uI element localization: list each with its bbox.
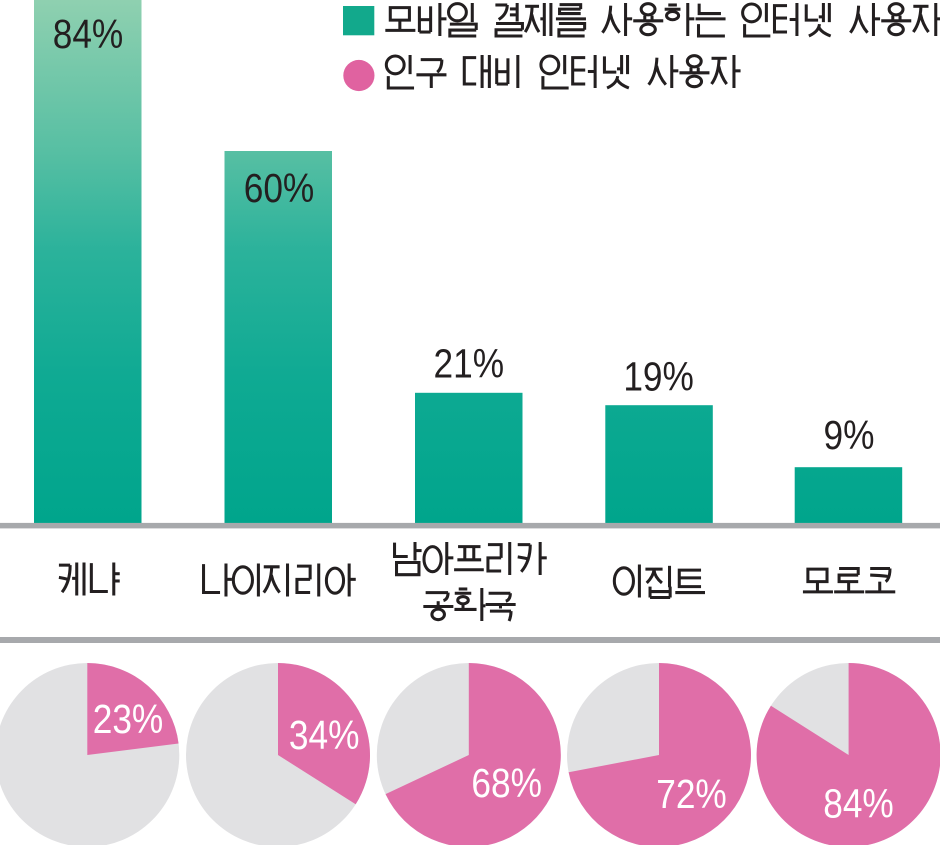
svg-text:84%: 84% [53, 12, 124, 58]
svg-text:84%: 84% [823, 781, 894, 827]
svg-text:19%: 19% [623, 354, 694, 400]
svg-text:68%: 68% [471, 761, 542, 807]
svg-text:23%: 23% [93, 697, 164, 743]
svg-text:60%: 60% [244, 165, 315, 211]
svg-text:34%: 34% [289, 713, 360, 759]
svg-text:21%: 21% [434, 341, 505, 387]
svg-text:72%: 72% [656, 772, 727, 818]
svg-text:9%: 9% [824, 413, 875, 459]
